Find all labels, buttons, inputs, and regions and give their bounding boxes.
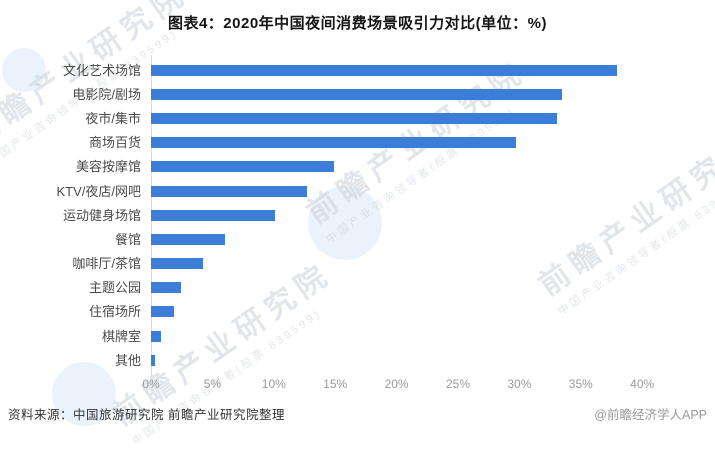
x-tick-label: 10% — [261, 377, 286, 391]
x-tick-label: 20% — [384, 377, 409, 391]
bar-track — [151, 88, 643, 100]
bar-track — [151, 137, 643, 149]
bar — [151, 88, 562, 100]
bar-track — [151, 306, 643, 318]
category-label: KTV/夜店/网吧 — [56, 183, 141, 199]
x-tick-label: 5% — [203, 377, 222, 391]
plot-area: 文化艺术场馆电影院/剧场夜市/集市商场百货美容按摩馆 KTV/夜店/网吧 运动健身场… — [0, 55, 715, 395]
bar-row: 夜市/集市 — [0, 106, 715, 130]
bar-row: 文化艺术场馆 — [0, 58, 715, 82]
bar-row: 餐馆 — [0, 227, 715, 251]
category-label: 文化艺术场馆 — [62, 62, 141, 78]
bar-row: 咖啡厅/茶馆 — [0, 252, 715, 276]
credit-label: @前瞻经济学人APP — [594, 408, 707, 422]
source-note: 资料来源：中国旅游研究院 前瞻产业研究院整理 — [8, 408, 285, 422]
bar-row: 主题公园 — [0, 276, 715, 300]
bar-track — [151, 209, 643, 221]
bar-track — [151, 161, 643, 173]
chart-title: 图表4：2020年中国夜间消费场景吸引力对比(单位：%) — [167, 15, 548, 32]
bar-track — [151, 64, 643, 76]
bar-track — [151, 233, 643, 245]
bar-track — [151, 258, 643, 270]
category-label: 咖啡厅/茶馆 — [72, 256, 141, 272]
category-label: 住宿场所 — [88, 304, 141, 320]
category-label: 商场百货 — [88, 135, 141, 151]
category-label: 棋牌室 — [101, 328, 141, 344]
bar-row: 其他 — [0, 348, 715, 372]
bar-row: 电影院/剧场 — [0, 82, 715, 106]
bar — [151, 282, 181, 294]
bar-row: 住宿场所 — [0, 300, 715, 324]
bar-track — [151, 354, 643, 366]
bar-row: 商场百货 — [0, 131, 715, 155]
bar-track — [151, 112, 643, 124]
bar — [151, 306, 175, 318]
category-label: 电影院/剧场 — [72, 86, 141, 102]
bar — [151, 258, 203, 270]
bar-row: KTV/夜店/网吧 — [0, 179, 715, 203]
bar-row: 美容按摩馆 — [0, 155, 715, 179]
bar-row: 棋牌室 — [0, 324, 715, 348]
category-label: 主题公园 — [88, 280, 141, 296]
bar — [151, 185, 308, 197]
bar-track — [151, 185, 643, 197]
category-label: 餐馆 — [114, 231, 141, 247]
bar-row: 运动健身场馆 — [0, 203, 715, 227]
x-tick-label: 30% — [507, 377, 532, 391]
bar — [151, 161, 335, 173]
bar-track — [151, 282, 643, 294]
x-tick-label: 15% — [323, 377, 348, 391]
bar — [151, 64, 618, 76]
bar — [151, 112, 557, 124]
bar — [151, 209, 276, 221]
category-label: 其他 — [114, 352, 141, 368]
x-tick-label: 35% — [568, 377, 593, 391]
x-tick-label: 40% — [630, 377, 655, 391]
bar-rows: 文化艺术场馆电影院/剧场夜市/集市商场百货美容按摩馆 KTV/夜店/网吧 运动健身场… — [0, 58, 715, 372]
x-tick-label: 25% — [445, 377, 471, 391]
bar — [151, 137, 517, 149]
x-axis: 0% 5% 10% 15% 20% 25% 30% 35% 40% — [0, 377, 715, 395]
category-label: 夜市/集市 — [85, 110, 141, 126]
bar — [151, 354, 155, 366]
x-tick-label: 0% — [142, 377, 160, 391]
category-label: 美容按摩馆 — [75, 159, 141, 175]
bar — [151, 233, 225, 245]
footer: 资料来源：中国旅游研究院 前瞻产业研究院整理 @前瞻经济学人APP — [8, 404, 707, 423]
category-label: 运动健身场馆 — [62, 207, 141, 223]
bar — [151, 330, 161, 342]
bar-track — [151, 330, 643, 342]
